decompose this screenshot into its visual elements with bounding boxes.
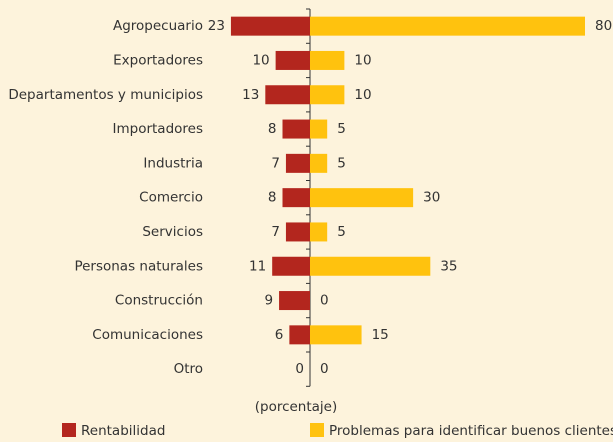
- value-label: 15: [372, 327, 389, 343]
- value-label: 7: [271, 155, 280, 171]
- value-label: 80: [595, 18, 612, 34]
- value-label: 5: [337, 121, 346, 137]
- bar: [310, 325, 362, 345]
- bar: [279, 291, 310, 311]
- value-label: 8: [268, 190, 277, 206]
- bar: [285, 153, 310, 173]
- bar: [310, 153, 328, 173]
- value-label: 30: [423, 190, 440, 206]
- category-label: Personas naturales: [74, 258, 203, 274]
- category-label: Importadores: [113, 121, 204, 137]
- value-label: 10: [252, 52, 269, 68]
- bar: [310, 50, 345, 70]
- legend-label: Problemas para identificar buenos client…: [329, 423, 613, 439]
- value-label: 8: [268, 121, 277, 137]
- value-label: 7: [271, 224, 280, 240]
- value-label: 6: [275, 327, 284, 343]
- category-label: Exportadores: [113, 52, 203, 68]
- value-label: 0: [320, 293, 329, 309]
- value-label: 10: [354, 87, 371, 103]
- bar: [285, 222, 310, 242]
- value-label: 13: [242, 87, 259, 103]
- legend-swatch: [310, 423, 324, 437]
- x-axis-label: (porcentaje): [255, 399, 338, 415]
- legend-swatch: [62, 423, 76, 437]
- bar: [310, 16, 585, 36]
- category-label: Industria: [143, 155, 203, 171]
- value-label: 0: [320, 361, 329, 377]
- value-label: 35: [440, 258, 457, 274]
- bar: [272, 256, 310, 276]
- value-label: 10: [354, 52, 371, 68]
- value-label: 9: [264, 293, 273, 309]
- value-label: 11: [249, 258, 266, 274]
- bar: [265, 85, 310, 105]
- value-label: 0: [295, 361, 304, 377]
- value-label: 5: [337, 224, 346, 240]
- bar: [282, 188, 310, 208]
- category-label: Otro: [174, 361, 203, 377]
- category-label: Servicios: [142, 224, 203, 240]
- value-label: 5: [337, 155, 346, 171]
- bar: [310, 222, 328, 242]
- category-label: Agropecuario: [113, 18, 203, 34]
- category-label: Departamentos y municipios: [8, 87, 203, 103]
- bar: [230, 16, 310, 36]
- bar: [310, 188, 414, 208]
- legend-label: Rentabilidad: [81, 423, 165, 439]
- value-label: 23: [208, 18, 225, 34]
- category-label: Construcción: [115, 293, 203, 309]
- bar: [310, 85, 345, 105]
- category-label: Comercio: [139, 190, 203, 206]
- bar: [310, 256, 431, 276]
- bar: [289, 325, 310, 345]
- category-label: Comunicaciones: [92, 327, 203, 343]
- bar: [282, 119, 310, 139]
- bar: [310, 119, 328, 139]
- bar: [275, 50, 310, 70]
